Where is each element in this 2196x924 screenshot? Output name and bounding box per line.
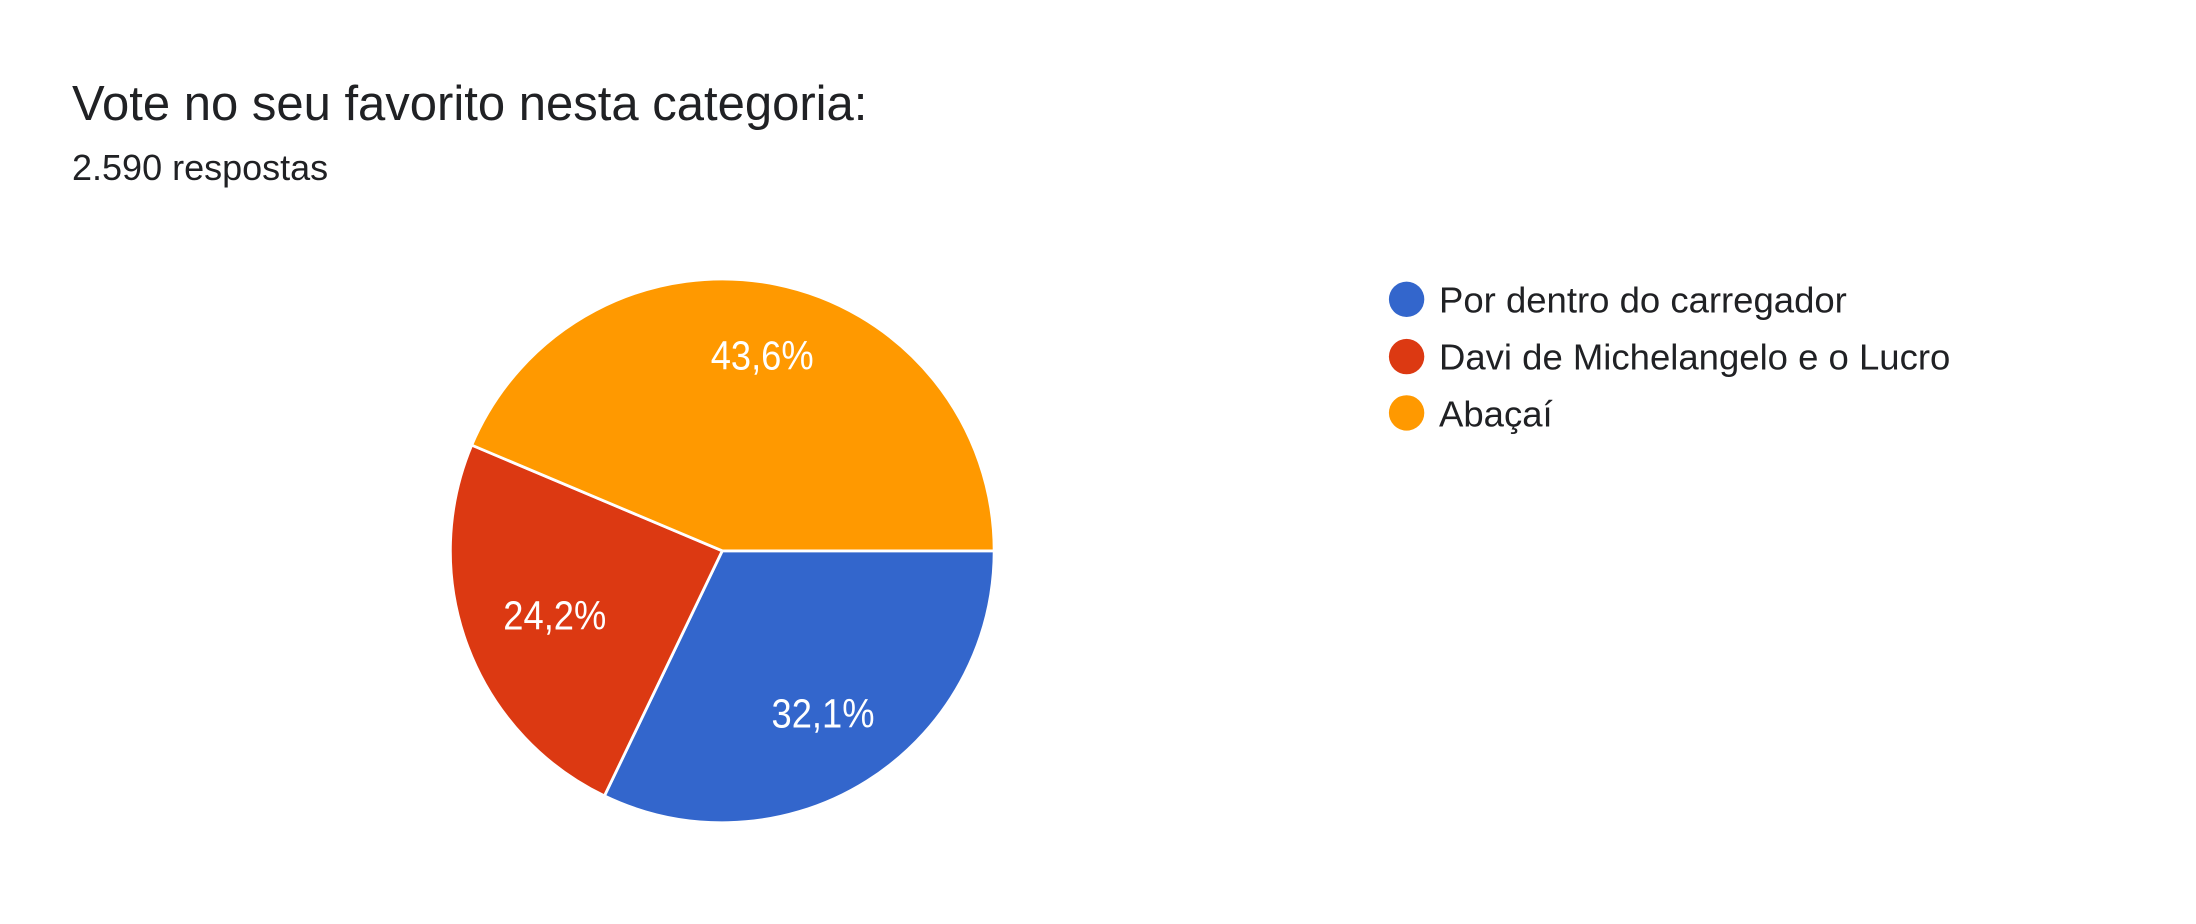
svg-text:32,1%: 32,1% xyxy=(772,690,875,736)
svg-text:Davi de Michelangelo e o Lucro: Davi de Michelangelo e o Lucro xyxy=(1439,337,1950,378)
svg-text:43,6%: 43,6% xyxy=(711,333,814,379)
svg-text:24,2%: 24,2% xyxy=(503,593,606,639)
svg-text:Abaçaí: Abaçaí xyxy=(1439,393,1553,434)
svg-text:Por dentro do carregador: Por dentro do carregador xyxy=(1439,279,1847,320)
